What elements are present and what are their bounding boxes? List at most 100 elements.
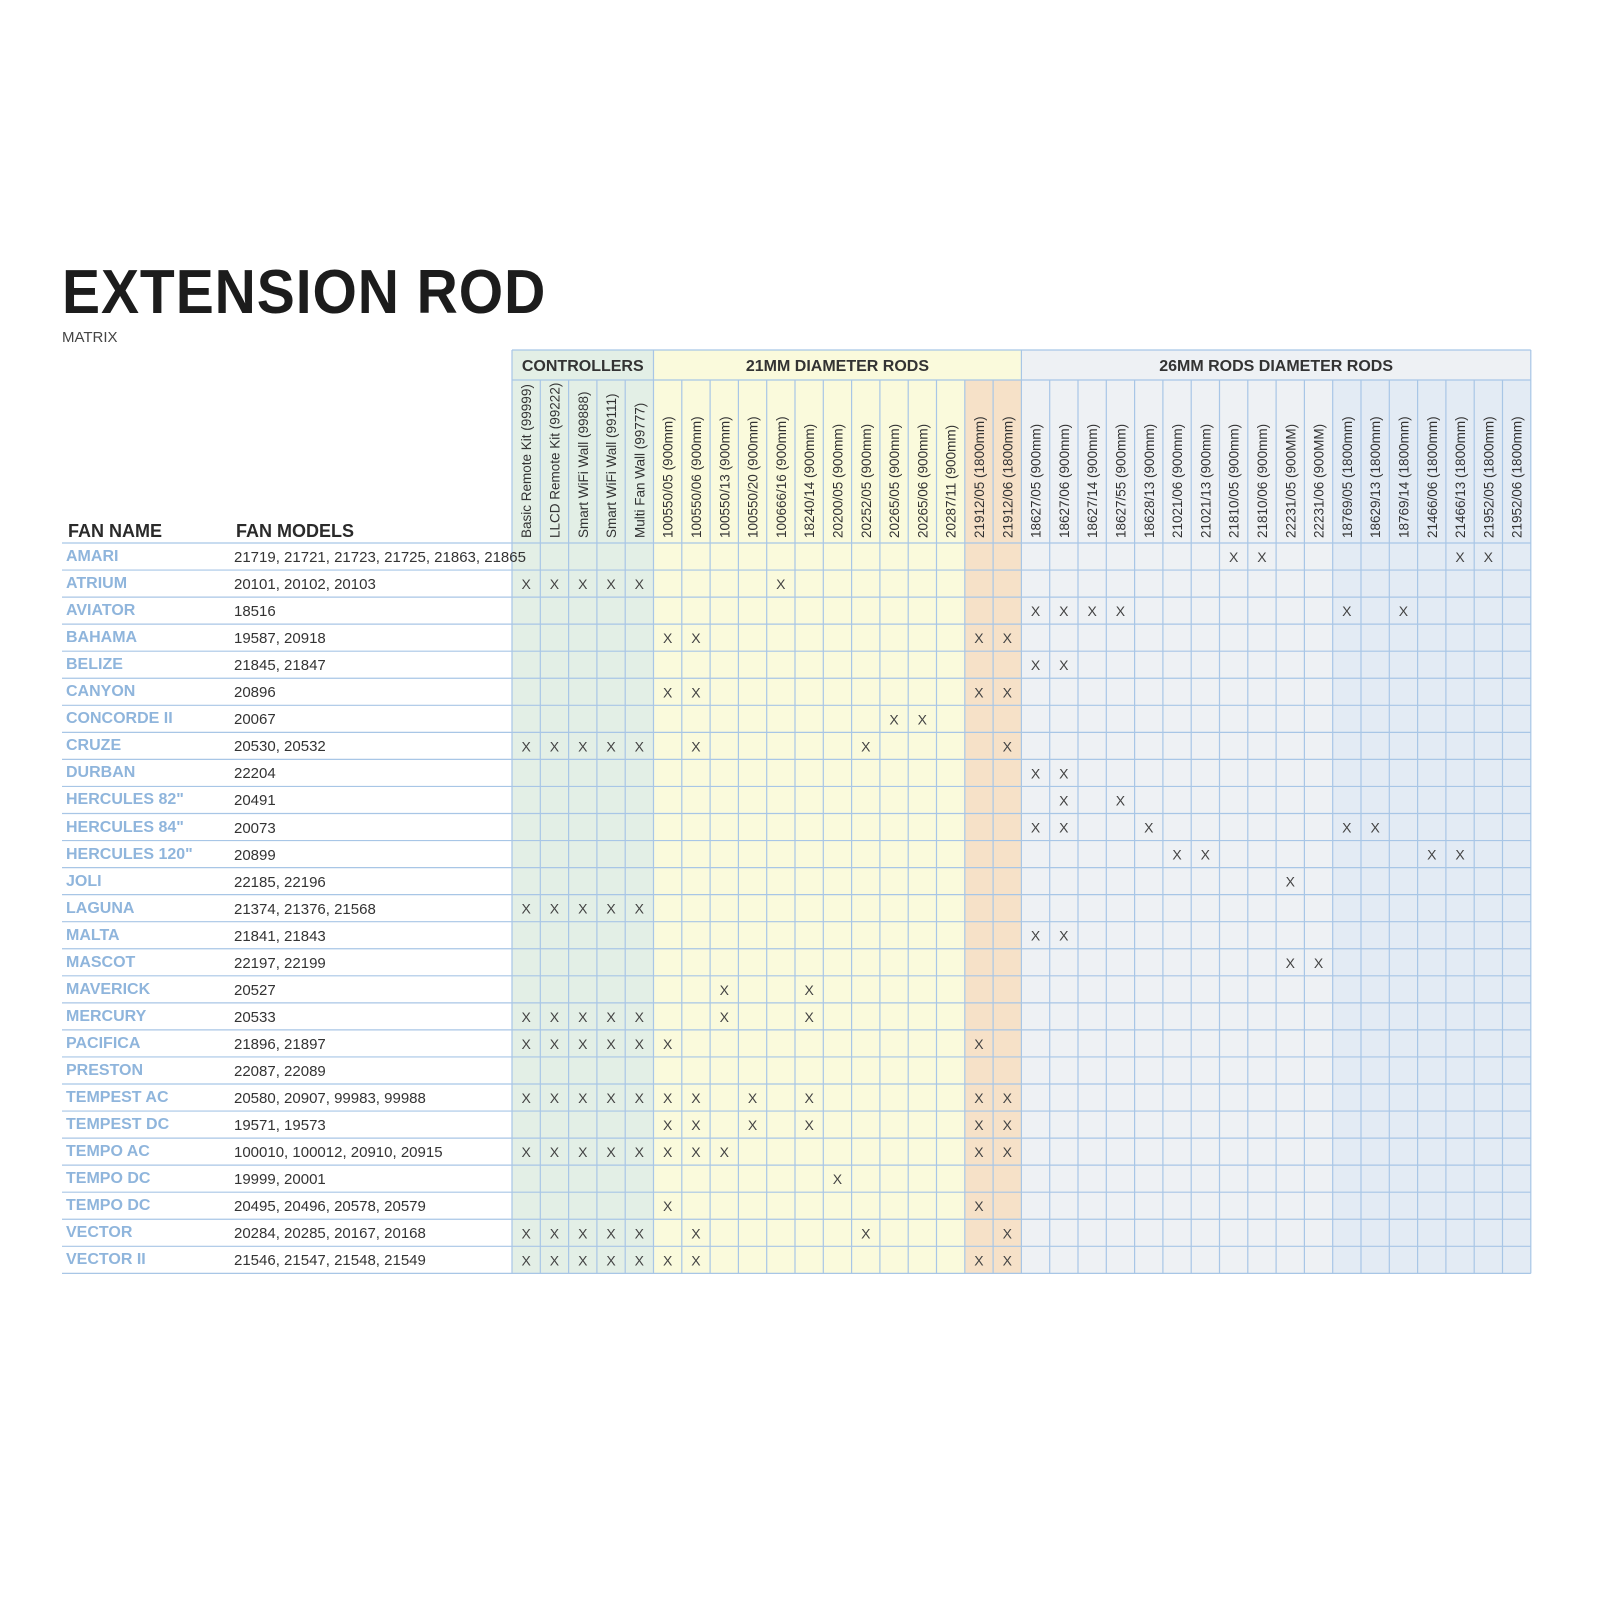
compatibility-mark: X: [663, 1090, 673, 1106]
fan-models: 20073: [234, 819, 276, 837]
fan-models: 19587, 20918: [234, 630, 326, 648]
compatibility-mark: X: [578, 1252, 588, 1268]
compatibility-mark: X: [804, 1117, 814, 1133]
fan-name: MALTA: [66, 926, 120, 944]
compatibility-mark: X: [1201, 847, 1211, 863]
column-header: 100550/05 (900mm): [661, 416, 676, 538]
compatibility-mark: X: [635, 1252, 645, 1268]
compatibility-mark: X: [1116, 603, 1126, 619]
compatibility-mark: X: [1003, 684, 1013, 700]
column-header: 21466/13 (1800mm): [1453, 416, 1468, 538]
fan-name: TEMPEST DC: [66, 1116, 170, 1134]
column-header: Basic Remote Kit (99999): [519, 384, 534, 538]
column-header: 22231/05 (900MM): [1283, 424, 1298, 538]
compatibility-mark: X: [918, 711, 928, 727]
highlight-column: [1417, 380, 1446, 1274]
compatibility-mark: X: [691, 630, 701, 646]
column-header: 20200/05 (900mm): [830, 424, 845, 538]
compatibility-mark: X: [663, 684, 673, 700]
fan-models-header: FAN MODELS: [236, 521, 355, 541]
compatibility-mark: X: [578, 1225, 588, 1241]
group-background: [512, 350, 654, 1274]
fan-models: 21896, 21897: [234, 1035, 326, 1053]
compatibility-mark: X: [1059, 765, 1069, 781]
compatibility-mark: X: [578, 1090, 588, 1106]
compatibility-mark: X: [691, 1090, 701, 1106]
compatibility-mark: X: [578, 738, 588, 754]
compatibility-mark: X: [1286, 874, 1296, 890]
compatibility-mark: X: [1116, 792, 1126, 808]
fan-name: DURBAN: [66, 764, 136, 782]
compatibility-mark: X: [606, 1144, 616, 1160]
compatibility-mark: X: [1455, 549, 1465, 565]
column-header: 100666/16 (900mm): [774, 416, 789, 538]
compatibility-mark: X: [720, 982, 730, 998]
column-header: 21810/05 (900mm): [1227, 424, 1242, 538]
column-header: 18628/13 (900mm): [1142, 424, 1157, 538]
fan-models: 20530, 20532: [234, 738, 326, 756]
compatibility-mark: X: [635, 738, 645, 754]
compatibility-mark: X: [1455, 847, 1465, 863]
compatibility-mark: X: [1172, 847, 1182, 863]
fan-name: JOLI: [66, 872, 102, 890]
column-header: 21952/05 (1800mm): [1481, 416, 1496, 538]
compatibility-mark: X: [861, 1225, 871, 1241]
compatibility-mark: X: [691, 684, 701, 700]
column-header: 21466/06 (1800mm): [1425, 416, 1440, 538]
compatibility-mark: X: [550, 901, 560, 917]
compatibility-mark: X: [1286, 955, 1296, 971]
compatibility-mark: X: [1229, 549, 1239, 565]
fan-name: CONCORDE II: [66, 710, 173, 728]
fan-name: HERCULES 82": [66, 791, 184, 809]
column-header: 100550/20 (900mm): [746, 416, 761, 538]
column-header: 20265/05 (900mm): [887, 424, 902, 538]
fan-name: HERCULES 84": [66, 818, 184, 836]
fan-models: 20580, 20907, 99983, 99988: [234, 1090, 426, 1107]
column-header: 20252/05 (900mm): [859, 424, 874, 538]
compatibility-mark: X: [578, 1009, 588, 1025]
compatibility-mark: X: [606, 1009, 616, 1025]
compatibility-mark: X: [635, 1036, 645, 1052]
column-header: 18627/06 (900mm): [1057, 424, 1072, 538]
highlight-column: [1502, 380, 1531, 1274]
compatibility-mark: X: [1003, 1225, 1013, 1241]
fan-name: CRUZE: [66, 737, 122, 755]
compatibility-mark: X: [550, 1009, 560, 1025]
compatibility-mark: X: [691, 738, 701, 754]
compatibility-mark: X: [1059, 792, 1069, 808]
fan-models: 22087, 22089: [234, 1062, 326, 1080]
compatibility-mark: X: [691, 1117, 701, 1133]
fan-name: BAHAMA: [66, 629, 138, 647]
compatibility-mark: X: [1031, 928, 1041, 944]
column-header: Smart WiFi Wall (99888): [576, 391, 591, 538]
compatibility-mark: X: [974, 1144, 984, 1160]
fan-models: 20101, 20102, 20103: [234, 576, 376, 594]
compatibility-mark: X: [521, 1090, 531, 1106]
compatibility-mark: X: [635, 1225, 645, 1241]
fan-name: BELIZE: [66, 656, 123, 674]
fan-models: 21845, 21847: [234, 657, 326, 675]
fan-name: MERCURY: [66, 1007, 147, 1025]
highlight-column: [1474, 380, 1503, 1274]
page-title: EXTENSION ROD: [62, 258, 547, 327]
fan-name: TEMPEST AC: [66, 1089, 169, 1106]
page-subtitle: MATRIX: [62, 329, 118, 346]
compatibility-mark: X: [1031, 603, 1041, 619]
compatibility-mark: X: [1059, 820, 1069, 836]
compatibility-mark: X: [974, 1198, 984, 1214]
column-header: 20265/06 (900mm): [915, 424, 930, 538]
column-header: LLCD Remote Kit (99222): [547, 383, 562, 538]
compatibility-mark: X: [521, 1144, 531, 1160]
compatibility-mark: X: [1484, 549, 1494, 565]
fan-models: 20899: [234, 846, 276, 864]
fan-name: CANYON: [66, 683, 136, 701]
compatibility-mark: X: [1399, 603, 1409, 619]
compatibility-mark: X: [663, 1036, 673, 1052]
compatibility-mark: X: [1342, 603, 1352, 619]
highlight-column: [1389, 380, 1418, 1274]
compatibility-mark: X: [606, 738, 616, 754]
fan-name: PRESTON: [66, 1061, 144, 1079]
compatibility-mark: X: [804, 1090, 814, 1106]
fan-models: 20284, 20285, 20167, 20168: [234, 1225, 426, 1243]
compatibility-mark: X: [1031, 765, 1041, 781]
